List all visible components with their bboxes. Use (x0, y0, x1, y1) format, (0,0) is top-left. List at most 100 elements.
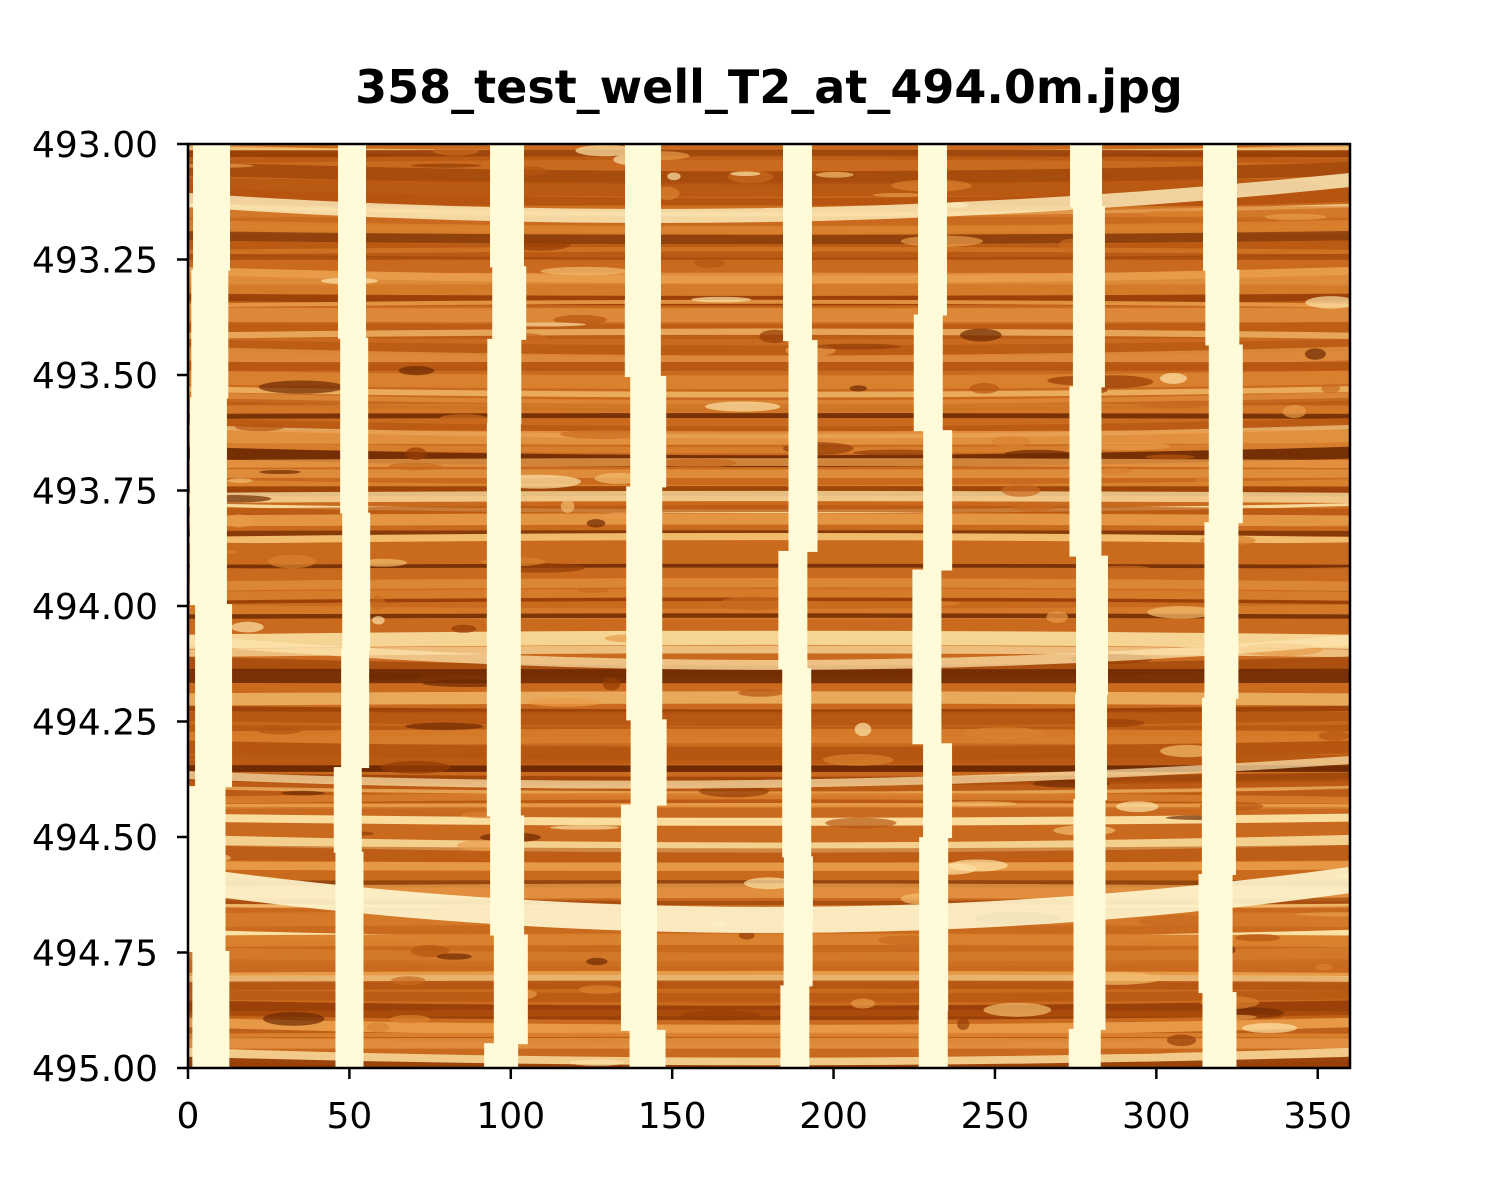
image-band (188, 806, 1350, 816)
image-spot (405, 447, 427, 460)
image-spot (553, 314, 607, 325)
image-band (188, 970, 1350, 977)
image-spot (960, 328, 1002, 342)
image-spot (509, 238, 571, 251)
image-band (188, 370, 1350, 390)
image-band (188, 300, 1350, 309)
image-pad-gap (626, 486, 663, 721)
x-tick-label: 200 (799, 1096, 868, 1137)
image-pad-gap (340, 337, 369, 514)
image-band (188, 362, 1350, 371)
image-spot (604, 512, 632, 520)
image-spot (990, 436, 1031, 447)
image-pad-gap (624, 298, 661, 378)
image-pad-gap (1203, 144, 1237, 271)
image-spot (586, 957, 608, 966)
image-spot (704, 401, 781, 412)
image-pad-gap (630, 376, 667, 488)
image-spot (366, 1022, 390, 1033)
image-band (188, 429, 1350, 445)
image-spot (1147, 606, 1215, 619)
image-pad-gap (913, 314, 943, 432)
y-tick-label: 494.25 (32, 703, 158, 744)
image-band (188, 469, 1350, 479)
image-band (188, 532, 1350, 545)
x-tick-label: 50 (326, 1096, 372, 1137)
image-band (188, 728, 1350, 746)
y-tick-label: 494.00 (32, 587, 158, 628)
image-spot (262, 1012, 325, 1026)
image-spot (1159, 372, 1187, 384)
y-tick-label: 493.25 (32, 241, 158, 282)
image-band (188, 458, 1350, 469)
image-spot (730, 171, 761, 177)
image-spot (389, 1014, 431, 1024)
image-band (188, 578, 1350, 591)
image-spot (398, 365, 435, 376)
image-spot (259, 469, 301, 475)
image-spot (849, 385, 867, 392)
image-pad-gap (923, 430, 953, 571)
image-spot (388, 462, 442, 471)
image-spot (1139, 210, 1219, 217)
image-pad-gap (923, 743, 953, 839)
image-pad-gap (912, 569, 942, 745)
y-tick-label: 493.00 (32, 125, 158, 166)
image-pad-gap (342, 512, 371, 651)
y-tick-label: 493.50 (32, 356, 158, 397)
image-spot (1166, 1034, 1197, 1047)
image-band (188, 553, 1350, 565)
image-spot (1001, 484, 1041, 497)
image-pad-gap (625, 144, 661, 300)
image-pad-gap (782, 668, 812, 858)
image-spot (586, 519, 606, 528)
image-spot (410, 945, 450, 958)
image-band (188, 813, 1350, 826)
image-spot (872, 192, 925, 197)
image-spot (1090, 442, 1171, 451)
x-tick-label: 150 (638, 1096, 707, 1137)
image-spot (738, 931, 755, 940)
x-tick-label: 100 (476, 1096, 545, 1137)
image-spot (602, 677, 621, 691)
image-spot (227, 478, 253, 483)
image-pad-gap (1204, 522, 1239, 699)
image-pad-gap (335, 851, 364, 1068)
image-spot (451, 624, 477, 633)
image-spot (825, 817, 897, 829)
image-spot (436, 953, 472, 960)
image-band (188, 1047, 1350, 1068)
image-pad-gap (788, 340, 818, 552)
image-spot (258, 380, 345, 394)
image-spot (850, 998, 876, 1009)
image-spot (358, 558, 408, 567)
image-spot (1139, 914, 1218, 928)
image-pad-gap (1073, 799, 1106, 1030)
image-pad-gap (1069, 386, 1102, 557)
image-band (188, 645, 1350, 658)
image-spot (1315, 963, 1333, 971)
image-band (188, 513, 1350, 527)
image-spot (983, 1002, 1052, 1017)
image-band (188, 307, 1350, 323)
image-spot (575, 144, 635, 157)
image-spot (439, 414, 488, 423)
image-spot (231, 621, 264, 633)
image-spot (225, 514, 253, 528)
image-spot (744, 877, 794, 890)
image-spot (518, 166, 547, 176)
image-band (188, 933, 1350, 947)
image-spot (667, 172, 681, 181)
image-pad-gap (919, 837, 949, 1012)
image-spot (759, 329, 791, 344)
image-spot (1304, 348, 1326, 360)
image-spot (969, 383, 1000, 394)
image-band (188, 225, 1350, 234)
image-spot (1305, 296, 1350, 309)
image-band (188, 154, 1350, 164)
image-spot (540, 266, 630, 276)
image-pad-gap (918, 144, 947, 316)
image-band (188, 792, 1350, 804)
image-spot (1235, 933, 1281, 942)
image-spot (560, 429, 651, 439)
